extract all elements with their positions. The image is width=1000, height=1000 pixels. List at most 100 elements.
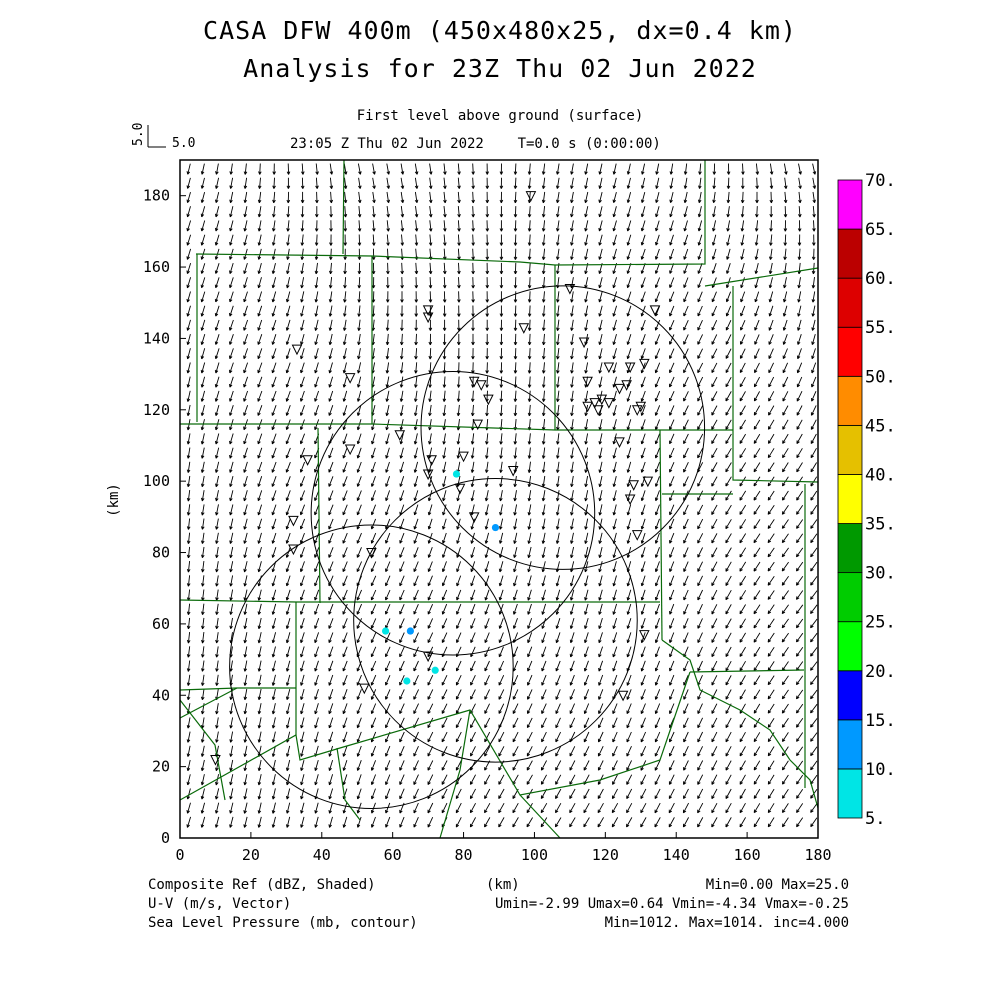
wind-vector: [626, 475, 632, 487]
wind-vector: [455, 660, 462, 672]
wind-vector: [498, 589, 504, 601]
wind-vector: [200, 490, 205, 502]
wind-vector: [626, 334, 632, 345]
wind-vector: [257, 532, 262, 544]
wind-vector: [455, 717, 462, 729]
wind-vector: [342, 603, 348, 615]
wind-vector: [767, 618, 775, 629]
wind-vector: [795, 590, 804, 600]
wind-vector: [556, 447, 560, 459]
wind-vector: [414, 348, 418, 360]
wind-vector: [499, 234, 504, 246]
wind-vector: [400, 291, 404, 303]
wind-vector: [215, 674, 219, 686]
wind-vector: [555, 731, 562, 743]
wind-vector: [442, 447, 447, 459]
wind-vector: [711, 660, 718, 672]
wind-vector: [669, 532, 675, 544]
wind-vector: [457, 262, 461, 275]
wind-vector: [782, 319, 788, 331]
wind-vector: [683, 689, 689, 700]
wind-vector: [797, 334, 802, 345]
wind-vector: [768, 391, 775, 402]
wind-vector: [371, 248, 376, 260]
wind-vector: [428, 291, 433, 303]
wind-vector: [200, 206, 206, 218]
wind-vector: [683, 206, 688, 218]
wind-vector: [229, 262, 234, 275]
wind-vector: [300, 234, 305, 246]
wind-vector: [725, 717, 732, 729]
wind-vector: [711, 362, 718, 374]
wind-vector: [612, 760, 618, 771]
wind-vector: [669, 206, 674, 218]
wind-vector: [655, 163, 660, 175]
station-marker: [614, 383, 625, 395]
wind-vector: [299, 603, 305, 615]
wind-vector: [640, 660, 646, 672]
wind-vector: [314, 646, 320, 658]
wind-vector: [781, 803, 789, 813]
wind-vector: [484, 589, 490, 601]
wind-vector: [484, 689, 491, 700]
wind-vector: [697, 305, 703, 317]
wind-vector: [498, 646, 504, 658]
wind-vector: [243, 617, 248, 630]
wind-vector: [740, 234, 745, 246]
wind-vector: [626, 191, 632, 203]
wind-vector: [428, 390, 432, 402]
wind-vector: [186, 362, 191, 374]
wind-vector: [385, 490, 391, 502]
colorbar-label: 65.: [865, 220, 896, 240]
wind-vector: [399, 561, 405, 573]
wind-vector: [697, 788, 704, 800]
wind-vector: [584, 319, 589, 331]
wind-vector: [612, 319, 617, 331]
wind-vector: [556, 404, 560, 417]
wind-vector: [626, 433, 632, 445]
wind-vector: [669, 660, 675, 672]
wind-vector: [570, 419, 574, 431]
x-tick-label: 180: [804, 846, 831, 864]
wind-vector: [682, 817, 689, 828]
wind-vector: [399, 490, 405, 502]
wind-vector: [555, 788, 562, 799]
wind-vector: [569, 589, 575, 601]
wind-vector: [555, 546, 560, 559]
wind-vector: [527, 504, 532, 516]
wind-vector: [427, 689, 434, 700]
wind-vector: [257, 717, 262, 729]
wind-vector: [329, 248, 333, 260]
wind-vector: [612, 561, 617, 573]
wind-vector: [328, 405, 334, 416]
wind-vector: [753, 519, 761, 529]
wind-vector: [711, 462, 718, 473]
wind-vector: [570, 362, 574, 374]
wind-vector: [485, 206, 490, 218]
wind-vector: [357, 206, 362, 218]
wind-vector: [456, 561, 462, 573]
wind-vector: [711, 618, 718, 629]
wind-vector: [541, 660, 547, 672]
wind-vector: [271, 490, 277, 502]
wind-vector: [640, 575, 646, 587]
wind-vector: [755, 163, 760, 175]
wind-vector: [243, 334, 249, 345]
wind-vector: [583, 817, 590, 828]
wind-vector: [598, 575, 603, 587]
wind-vector: [441, 746, 448, 757]
wind-vector: [598, 461, 603, 473]
wind-vector: [612, 674, 618, 686]
wind-vector: [697, 419, 704, 430]
wind-vector: [455, 746, 462, 757]
wind-vector: [626, 703, 632, 715]
wind-vector: [343, 248, 347, 260]
wind-vector: [385, 433, 390, 445]
wind-vector: [370, 490, 376, 502]
wind-vector: [810, 576, 818, 586]
wind-vector: [796, 433, 803, 444]
wind-vector: [413, 632, 419, 643]
wind-vector: [697, 817, 704, 828]
wind-vector: [513, 319, 518, 331]
wind-vector: [314, 561, 320, 573]
